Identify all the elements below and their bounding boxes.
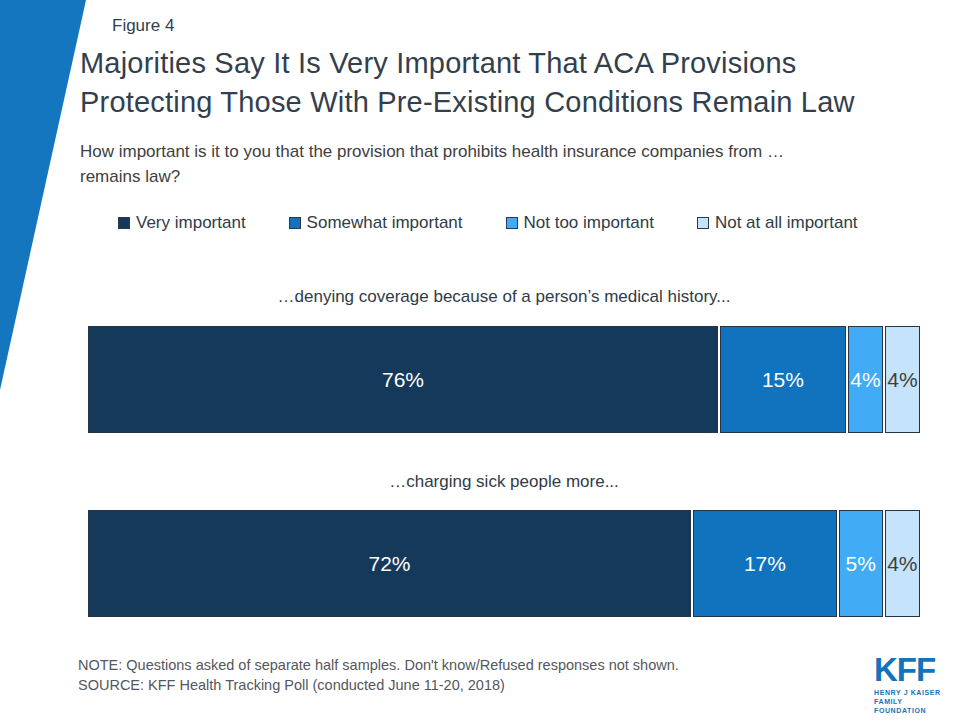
question-text: How important is it to you that the prov…: [80, 139, 784, 189]
bar-segment-somewhat-important: 17%: [693, 510, 837, 617]
bar-segment-somewhat-important: 15%: [720, 326, 846, 433]
bar-segment-value-label: 15%: [762, 368, 804, 392]
stacked-bar-denying-coverage: 76% 15% 4% 4%: [88, 326, 920, 433]
question-line-2: remains law?: [80, 167, 180, 186]
bar-segment-value-label: 5%: [846, 552, 876, 576]
stacked-bar-charging-more: 72% 17% 5% 4%: [88, 510, 920, 617]
bar-segment-value-label: 72%: [368, 552, 410, 576]
legend-swatch-icon: [697, 217, 709, 229]
title-line-1: Majorities Say It Is Very Important That…: [80, 47, 796, 79]
bar-segment-value-label: 76%: [382, 368, 424, 392]
legend-item-not-at-all-important: Not at all important: [697, 213, 858, 233]
legend-swatch-icon: [118, 217, 130, 229]
legend-swatch-icon: [289, 217, 301, 229]
page-title: Majorities Say It Is Very Important That…: [80, 44, 855, 122]
bar-segment-not-at-all-important: 4%: [885, 326, 920, 433]
bar-segment-not-at-all-important: 4%: [885, 510, 920, 617]
legend-item-very-important: Very important: [118, 213, 246, 233]
kff-logo-subtext: HENRY J KAISER FAMILY FOUNDATION: [874, 688, 954, 715]
corner-triangle-decoration: [0, 0, 86, 390]
bar-title-denying-coverage: …denying coverage because of a person’s …: [88, 287, 920, 307]
source-text: SOURCE: KFF Health Tracking Poll (conduc…: [78, 677, 505, 693]
bar-segment-very-important: 76%: [88, 326, 718, 433]
note-text: NOTE: Questions asked of separate half s…: [78, 657, 679, 673]
bar-segment-value-label: 4%: [887, 552, 917, 576]
legend: Very important Somewhat important Not too …: [118, 213, 858, 233]
title-line-2: Protecting Those With Pre-Existing Condi…: [80, 86, 855, 118]
legend-item-not-too-important: Not too important: [506, 213, 654, 233]
kff-logo-subtext-line2: FAMILY FOUNDATION: [874, 698, 926, 714]
bar-segment-not-too-important: 4%: [848, 326, 883, 433]
bar-title-charging-more: …charging sick people more...: [88, 472, 920, 492]
legend-item-somewhat-important: Somewhat important: [289, 213, 463, 233]
kff-logo-subtext-line1: HENRY J KAISER: [874, 689, 941, 696]
legend-label: Not too important: [524, 213, 654, 233]
legend-swatch-icon: [506, 217, 518, 229]
question-line-1: How important is it to you that the prov…: [80, 142, 784, 161]
bar-segment-value-label: 4%: [850, 368, 880, 392]
kff-logo-wordmark: KFF: [874, 655, 954, 685]
bar-segment-value-label: 4%: [887, 368, 917, 392]
bar-segment-not-too-important: 5%: [839, 510, 883, 617]
kff-logo: KFF HENRY J KAISER FAMILY FOUNDATION: [874, 655, 954, 715]
figure-label: Figure 4: [112, 16, 174, 36]
legend-label: Not at all important: [715, 213, 858, 233]
legend-label: Very important: [136, 213, 246, 233]
legend-label: Somewhat important: [307, 213, 463, 233]
slide: Figure 4 Majorities Say It Is Very Impor…: [0, 0, 960, 720]
bar-segment-very-important: 72%: [88, 510, 691, 617]
bar-segment-value-label: 17%: [744, 552, 786, 576]
